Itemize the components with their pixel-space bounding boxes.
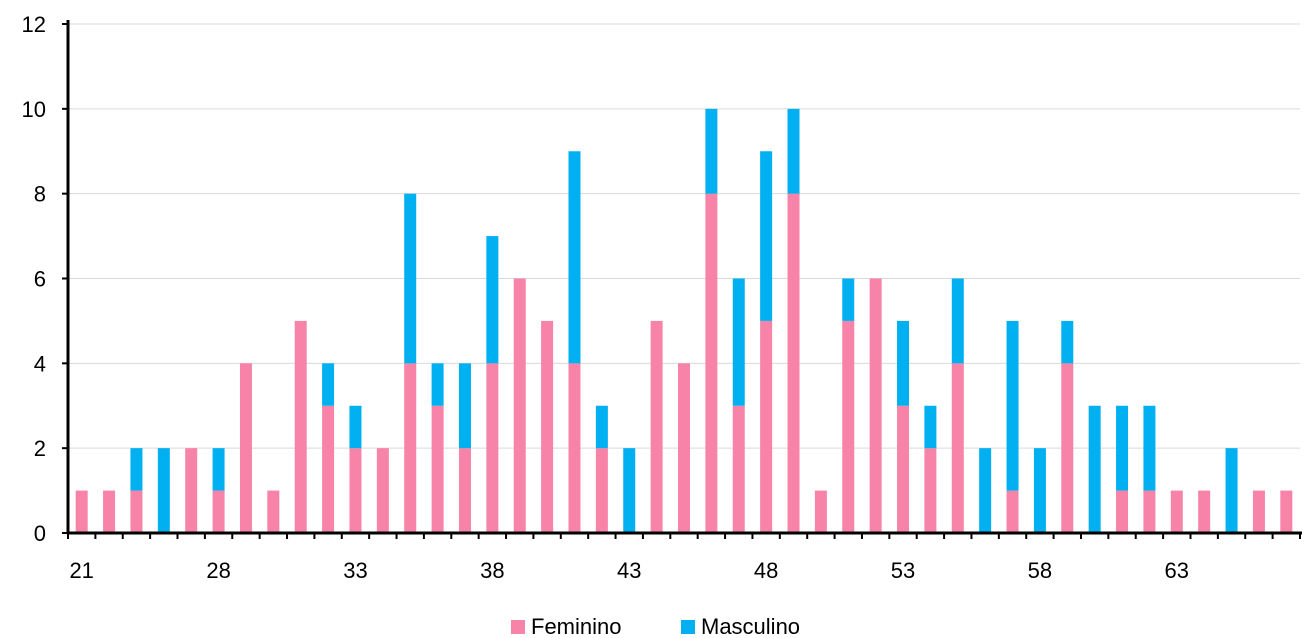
x-tick-label: 38 bbox=[480, 558, 504, 583]
bar-feminino-60 bbox=[1143, 490, 1156, 533]
bar-masculino-63 bbox=[1225, 448, 1238, 533]
legend-label-masculino: Masculino bbox=[701, 614, 800, 638]
bar-masculino-58 bbox=[1088, 405, 1101, 533]
bar-feminino-45 bbox=[732, 405, 745, 533]
y-tick-label: 8 bbox=[34, 182, 46, 207]
legend-swatch-feminino bbox=[511, 620, 525, 634]
bar-masculino-41 bbox=[623, 448, 636, 533]
legend-swatch-masculino bbox=[681, 620, 695, 634]
x-tick-label: 63 bbox=[1165, 558, 1189, 583]
x-tick-label: 28 bbox=[206, 558, 230, 583]
bar-masculino-24 bbox=[157, 448, 170, 533]
bar-feminino-34 bbox=[431, 405, 444, 533]
bar-masculino-23 bbox=[130, 448, 143, 491]
bar-masculino-57 bbox=[1061, 320, 1074, 364]
bar-feminino-46 bbox=[760, 320, 773, 533]
bar-masculino-36 bbox=[486, 236, 499, 364]
x-tick-label: 43 bbox=[617, 558, 641, 583]
bar-masculino-59 bbox=[1116, 405, 1129, 491]
bar-feminino-62 bbox=[1198, 490, 1211, 533]
bar-masculino-55 bbox=[1006, 320, 1019, 491]
x-tick-label: 21 bbox=[69, 558, 93, 583]
bar-feminino-50 bbox=[869, 278, 882, 533]
x-tick-label: 58 bbox=[1028, 558, 1052, 583]
y-tick-label: 2 bbox=[34, 436, 46, 461]
bar-masculino-44 bbox=[705, 108, 718, 194]
bar-feminino-49 bbox=[842, 320, 855, 533]
bar-feminino-33 bbox=[404, 363, 417, 533]
bar-feminino-30 bbox=[322, 405, 335, 533]
bar-feminino-55 bbox=[1006, 490, 1019, 533]
y-tick-label: 10 bbox=[22, 97, 46, 122]
y-tick-label: 4 bbox=[34, 351, 46, 376]
bar-feminino-37 bbox=[513, 278, 526, 533]
bar-feminino-23 bbox=[130, 490, 143, 533]
y-tick-label: 6 bbox=[34, 267, 46, 292]
bar-masculino-56 bbox=[1033, 448, 1046, 533]
bar-feminino-57 bbox=[1061, 363, 1074, 533]
bar-feminino-27 bbox=[239, 363, 252, 533]
bar-feminino-28 bbox=[267, 490, 280, 533]
bar-feminino-26 bbox=[212, 490, 225, 533]
bar-feminino-52 bbox=[924, 448, 937, 533]
bar-feminino-59 bbox=[1116, 490, 1129, 533]
bar-feminino-36 bbox=[486, 363, 499, 533]
bar-feminino-22 bbox=[103, 490, 116, 533]
bar-feminino-43 bbox=[678, 363, 690, 533]
bar-masculino-33 bbox=[404, 193, 417, 364]
bar-masculino-60 bbox=[1143, 405, 1156, 491]
bar-masculino-39 bbox=[568, 151, 581, 364]
bar-feminino-32 bbox=[376, 448, 389, 533]
bar-masculino-51 bbox=[897, 320, 910, 406]
bar-masculino-49 bbox=[842, 278, 855, 321]
bar-feminino-61 bbox=[1170, 490, 1183, 533]
bar-feminino-39 bbox=[568, 363, 581, 533]
bar-feminino-38 bbox=[541, 320, 554, 533]
bar-feminino-44 bbox=[705, 193, 718, 533]
x-tick-label: 48 bbox=[754, 558, 778, 583]
axes bbox=[62, 20, 1302, 539]
y-tick-label: 12 bbox=[22, 12, 46, 37]
bar-feminino-25 bbox=[185, 448, 198, 533]
bar-feminino-29 bbox=[294, 320, 307, 533]
bar-masculino-52 bbox=[924, 405, 937, 449]
bar-feminino-65 bbox=[1280, 490, 1293, 533]
bar-feminino-48 bbox=[814, 490, 827, 533]
bar-feminino-53 bbox=[951, 363, 964, 533]
x-tick-labels: 21 28 33 38 43 48 53 58 63 bbox=[69, 558, 1189, 583]
bar-feminino-21 bbox=[75, 490, 88, 533]
bar-feminino-40 bbox=[595, 448, 608, 533]
bar-feminino-35 bbox=[458, 448, 471, 533]
bar-feminino-51 bbox=[897, 405, 910, 533]
bar-masculino-53 bbox=[951, 278, 964, 364]
bar-masculino-54 bbox=[979, 448, 992, 533]
bar-masculino-35 bbox=[458, 363, 471, 449]
bar-masculino-46 bbox=[760, 151, 773, 321]
legend-label-feminino: Feminino bbox=[531, 614, 621, 638]
bar-feminino-42 bbox=[650, 320, 663, 533]
y-tick-labels: 0 2 4 6 8 10 12 bbox=[22, 12, 46, 546]
y-tick-label: 0 bbox=[34, 521, 46, 546]
bar-masculino-45 bbox=[732, 278, 745, 406]
bar-masculino-26 bbox=[212, 448, 225, 491]
bar-masculino-34 bbox=[431, 363, 444, 406]
bar-masculino-47 bbox=[787, 108, 800, 194]
bar-feminino-31 bbox=[349, 448, 362, 533]
bar-masculino-31 bbox=[349, 405, 362, 449]
bar-feminino-64 bbox=[1252, 490, 1265, 533]
bar-masculino-40 bbox=[595, 405, 608, 449]
x-tick-label: 33 bbox=[343, 558, 367, 583]
bars bbox=[75, 108, 1293, 533]
bar-masculino-30 bbox=[322, 363, 335, 406]
legend: Feminino Masculino bbox=[511, 614, 800, 638]
bar-feminino-47 bbox=[787, 193, 800, 533]
x-tick-label: 53 bbox=[891, 558, 915, 583]
